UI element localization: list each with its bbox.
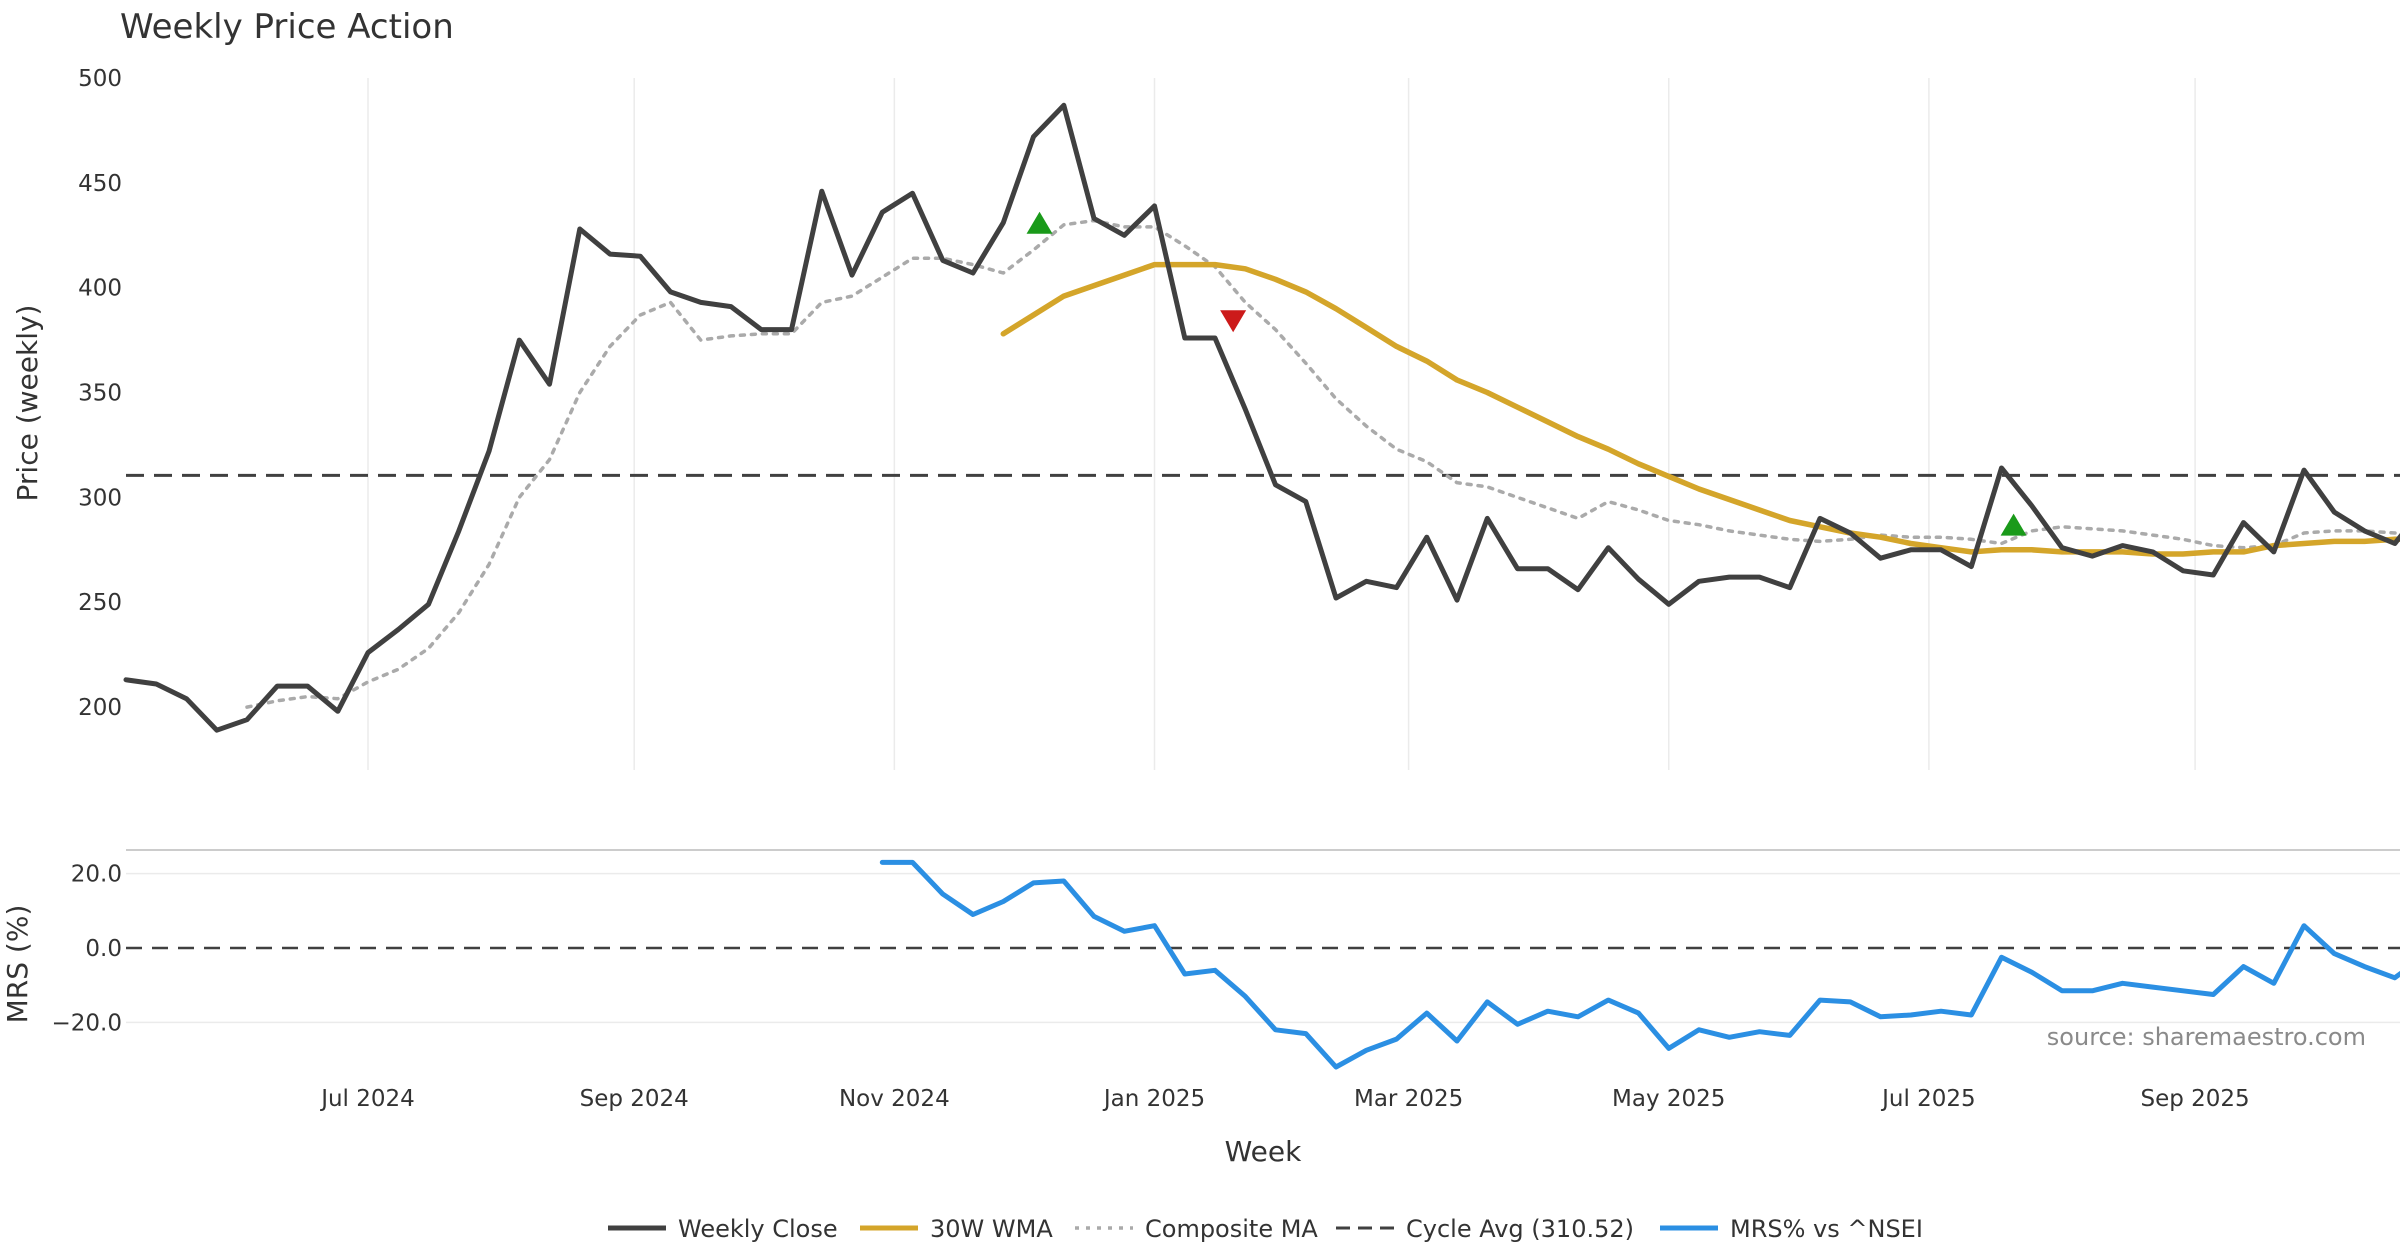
legend-label: Composite MA bbox=[1145, 1215, 1318, 1243]
x-tick-label: Sep 2024 bbox=[580, 1086, 689, 1112]
price-y-axis: 200 250 300 350 400 450 500 bbox=[78, 66, 122, 721]
mrs-y-tick-label: 20.0 bbox=[71, 862, 122, 888]
legend-label: 30W WMA bbox=[930, 1215, 1053, 1243]
price-y-tick-label: 200 bbox=[78, 695, 122, 721]
x-tick-label: Sep 2025 bbox=[2140, 1086, 2249, 1112]
source-credit: source: sharemaestro.com bbox=[2047, 1023, 2366, 1051]
wma-30w-line bbox=[1000, 261, 2400, 557]
legend-label: Weekly Close bbox=[678, 1215, 838, 1243]
mrs-line bbox=[879, 859, 2400, 1070]
x-tick-label: Jul 2024 bbox=[319, 1086, 415, 1112]
mrs-y-axis-title: MRS (%) bbox=[1, 905, 34, 1024]
legend-label: Cycle Avg (310.52) bbox=[1406, 1215, 1634, 1243]
weekly-close-line bbox=[123, 102, 2400, 733]
chart-title: Weekly Price Action bbox=[120, 7, 454, 47]
sell-signal-marker bbox=[1220, 310, 1247, 333]
legend-label: MRS% vs ^NSEI bbox=[1730, 1215, 1923, 1243]
price-y-tick-label: 300 bbox=[78, 485, 122, 511]
price-y-tick-label: 250 bbox=[78, 590, 122, 616]
x-axis-title: Week bbox=[1225, 1135, 1302, 1168]
mrs-y-tick-label: −20.0 bbox=[52, 1010, 122, 1036]
series-layer bbox=[123, 102, 2400, 1070]
legend: Weekly Close 30W WMA Composite MA Cycle Avg… bbox=[608, 1215, 1923, 1243]
mrs-y-axis: 20.0 0.0 −20.0 bbox=[52, 862, 122, 1037]
x-tick-label: Jul 2025 bbox=[1880, 1086, 1976, 1112]
mrs-grid bbox=[126, 872, 2400, 1024]
x-tick-label: Jan 2025 bbox=[1102, 1086, 1205, 1112]
x-tick-label: May 2025 bbox=[1612, 1086, 1725, 1112]
buy-signal-marker bbox=[1026, 211, 1053, 234]
buy-signal-marker bbox=[2000, 513, 2027, 536]
price-y-axis-title: Price (weekly) bbox=[11, 305, 44, 502]
price-y-tick-label: 500 bbox=[78, 66, 122, 92]
mrs-y-tick-label: 0.0 bbox=[85, 936, 122, 962]
price-grid bbox=[367, 78, 2196, 770]
price-y-tick-label: 400 bbox=[78, 276, 122, 302]
composite-ma-line bbox=[245, 218, 2400, 709]
x-tick-label: Nov 2024 bbox=[839, 1086, 950, 1112]
price-y-tick-label: 450 bbox=[78, 171, 122, 197]
signal-markers bbox=[1026, 211, 2027, 536]
x-axis: Jul 2024 Sep 2024 Nov 2024 Jan 2025 Mar 2025… bbox=[319, 1086, 2250, 1112]
price-y-tick-label: 350 bbox=[78, 381, 122, 407]
x-tick-label: Mar 2025 bbox=[1354, 1086, 1463, 1112]
